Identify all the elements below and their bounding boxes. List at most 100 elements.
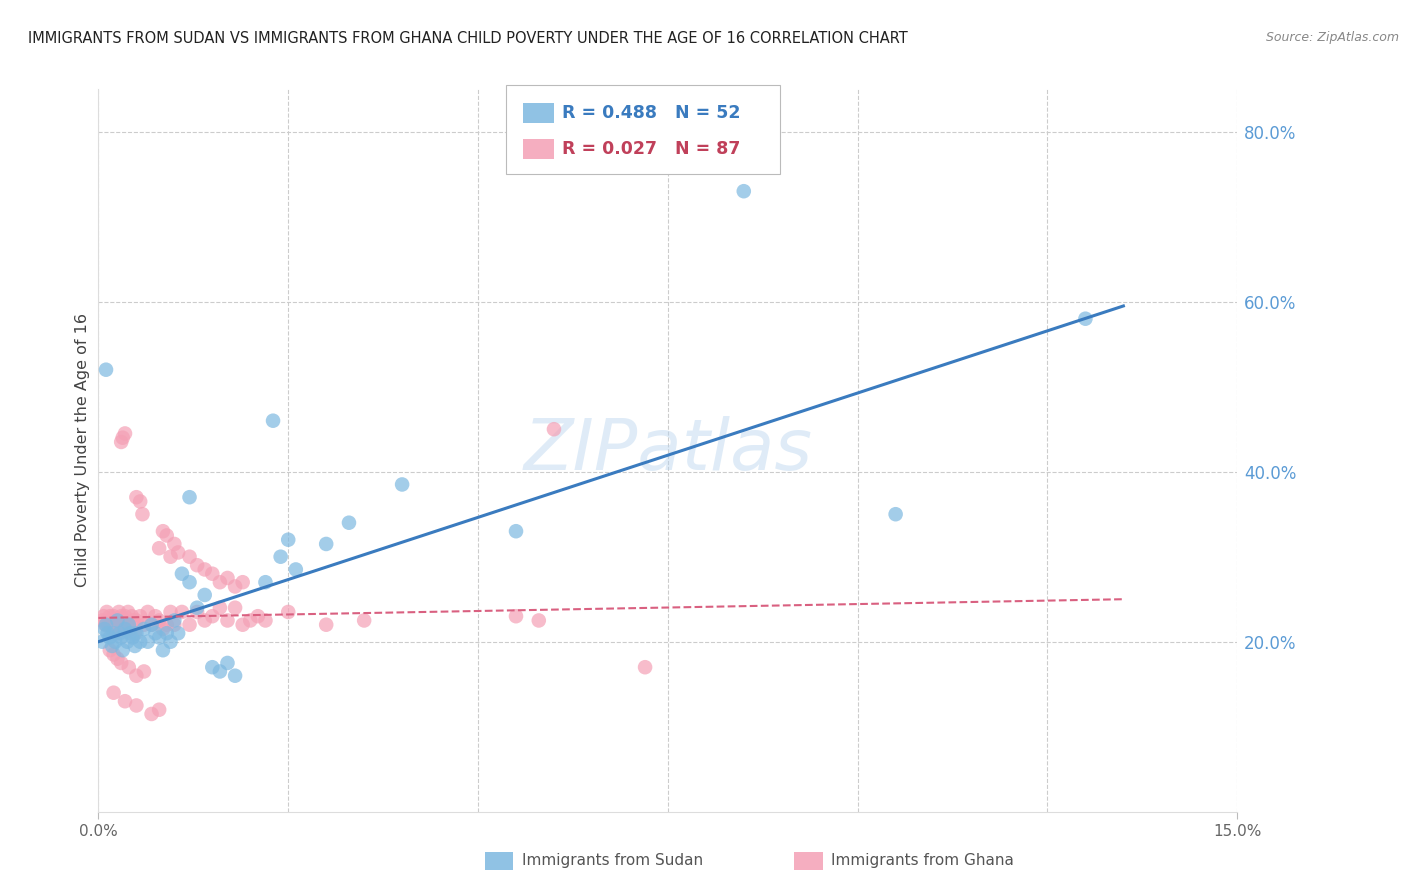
Point — [103, 648, 125, 662]
Point — [120, 626, 142, 640]
Point — [103, 609, 125, 624]
Point — [141, 706, 163, 721]
Point — [104, 614, 127, 628]
Point — [107, 617, 129, 632]
Point — [148, 631, 170, 645]
Point — [217, 656, 239, 670]
Point — [208, 575, 231, 590]
Point — [94, 617, 117, 632]
Point — [100, 614, 122, 628]
Point — [145, 609, 167, 624]
Point — [110, 656, 132, 670]
Point — [114, 426, 136, 441]
Point — [254, 575, 277, 590]
Point — [93, 609, 115, 624]
Point — [93, 622, 115, 636]
Point — [163, 617, 186, 632]
Point — [141, 617, 163, 632]
Point — [118, 617, 141, 632]
Point — [108, 626, 131, 640]
Point — [136, 634, 159, 648]
Point — [91, 614, 114, 628]
Point — [170, 605, 193, 619]
Point — [101, 639, 124, 653]
Text: R = 0.488   N = 52: R = 0.488 N = 52 — [562, 104, 741, 122]
Point — [315, 617, 337, 632]
Point — [141, 617, 163, 632]
Point — [122, 614, 145, 628]
Point — [186, 605, 208, 619]
Point — [110, 434, 132, 449]
Text: Source: ZipAtlas.com: Source: ZipAtlas.com — [1265, 31, 1399, 45]
Point — [224, 669, 246, 683]
Point — [186, 600, 208, 615]
Point — [239, 614, 262, 628]
Point — [208, 600, 231, 615]
Point — [179, 549, 201, 564]
Point — [179, 490, 201, 504]
Point — [1074, 311, 1097, 326]
Point — [120, 622, 142, 636]
Point — [117, 605, 139, 619]
Point — [94, 617, 117, 632]
Point — [129, 634, 152, 648]
Point — [105, 626, 128, 640]
Point — [167, 545, 190, 559]
Point — [179, 617, 201, 632]
Point — [224, 600, 246, 615]
Point — [114, 609, 136, 624]
Point — [194, 588, 217, 602]
Point — [111, 643, 134, 657]
Point — [246, 609, 269, 624]
Point — [884, 507, 907, 521]
Point — [104, 634, 127, 648]
Point — [152, 524, 174, 539]
Point — [94, 362, 117, 376]
Point — [186, 558, 208, 573]
Point — [103, 686, 125, 700]
Point — [115, 617, 138, 632]
Point — [505, 609, 527, 624]
Point — [315, 537, 337, 551]
Point — [125, 490, 148, 504]
Point — [634, 660, 657, 674]
Point — [108, 605, 131, 619]
Point — [98, 609, 121, 624]
Point — [132, 665, 155, 679]
Point — [232, 617, 254, 632]
Point — [136, 605, 159, 619]
Point — [107, 614, 129, 628]
Point — [156, 626, 179, 640]
Point — [270, 549, 292, 564]
Point — [107, 651, 129, 665]
Point — [201, 660, 224, 674]
Point — [156, 528, 179, 542]
Point — [152, 643, 174, 657]
Point — [217, 571, 239, 585]
Point — [91, 634, 114, 648]
Point — [114, 694, 136, 708]
Point — [110, 609, 132, 624]
Point — [208, 665, 231, 679]
Text: IMMIGRANTS FROM SUDAN VS IMMIGRANTS FROM GHANA CHILD POVERTY UNDER THE AGE OF 16: IMMIGRANTS FROM SUDAN VS IMMIGRANTS FROM… — [28, 31, 908, 46]
Point — [96, 626, 118, 640]
Point — [201, 566, 224, 581]
Point — [98, 643, 121, 657]
Point — [118, 617, 141, 632]
Point — [217, 614, 239, 628]
Point — [284, 562, 307, 576]
Point — [110, 631, 132, 645]
Point — [125, 698, 148, 713]
Point — [733, 184, 755, 198]
Text: R = 0.027   N = 87: R = 0.027 N = 87 — [562, 140, 741, 158]
Point — [97, 617, 120, 632]
Point — [391, 477, 413, 491]
Point — [129, 609, 152, 624]
Point — [179, 575, 201, 590]
Point — [152, 622, 174, 636]
Point — [201, 609, 224, 624]
Point — [110, 617, 132, 632]
Point — [131, 507, 153, 521]
Point — [125, 614, 148, 628]
Point — [194, 562, 217, 576]
